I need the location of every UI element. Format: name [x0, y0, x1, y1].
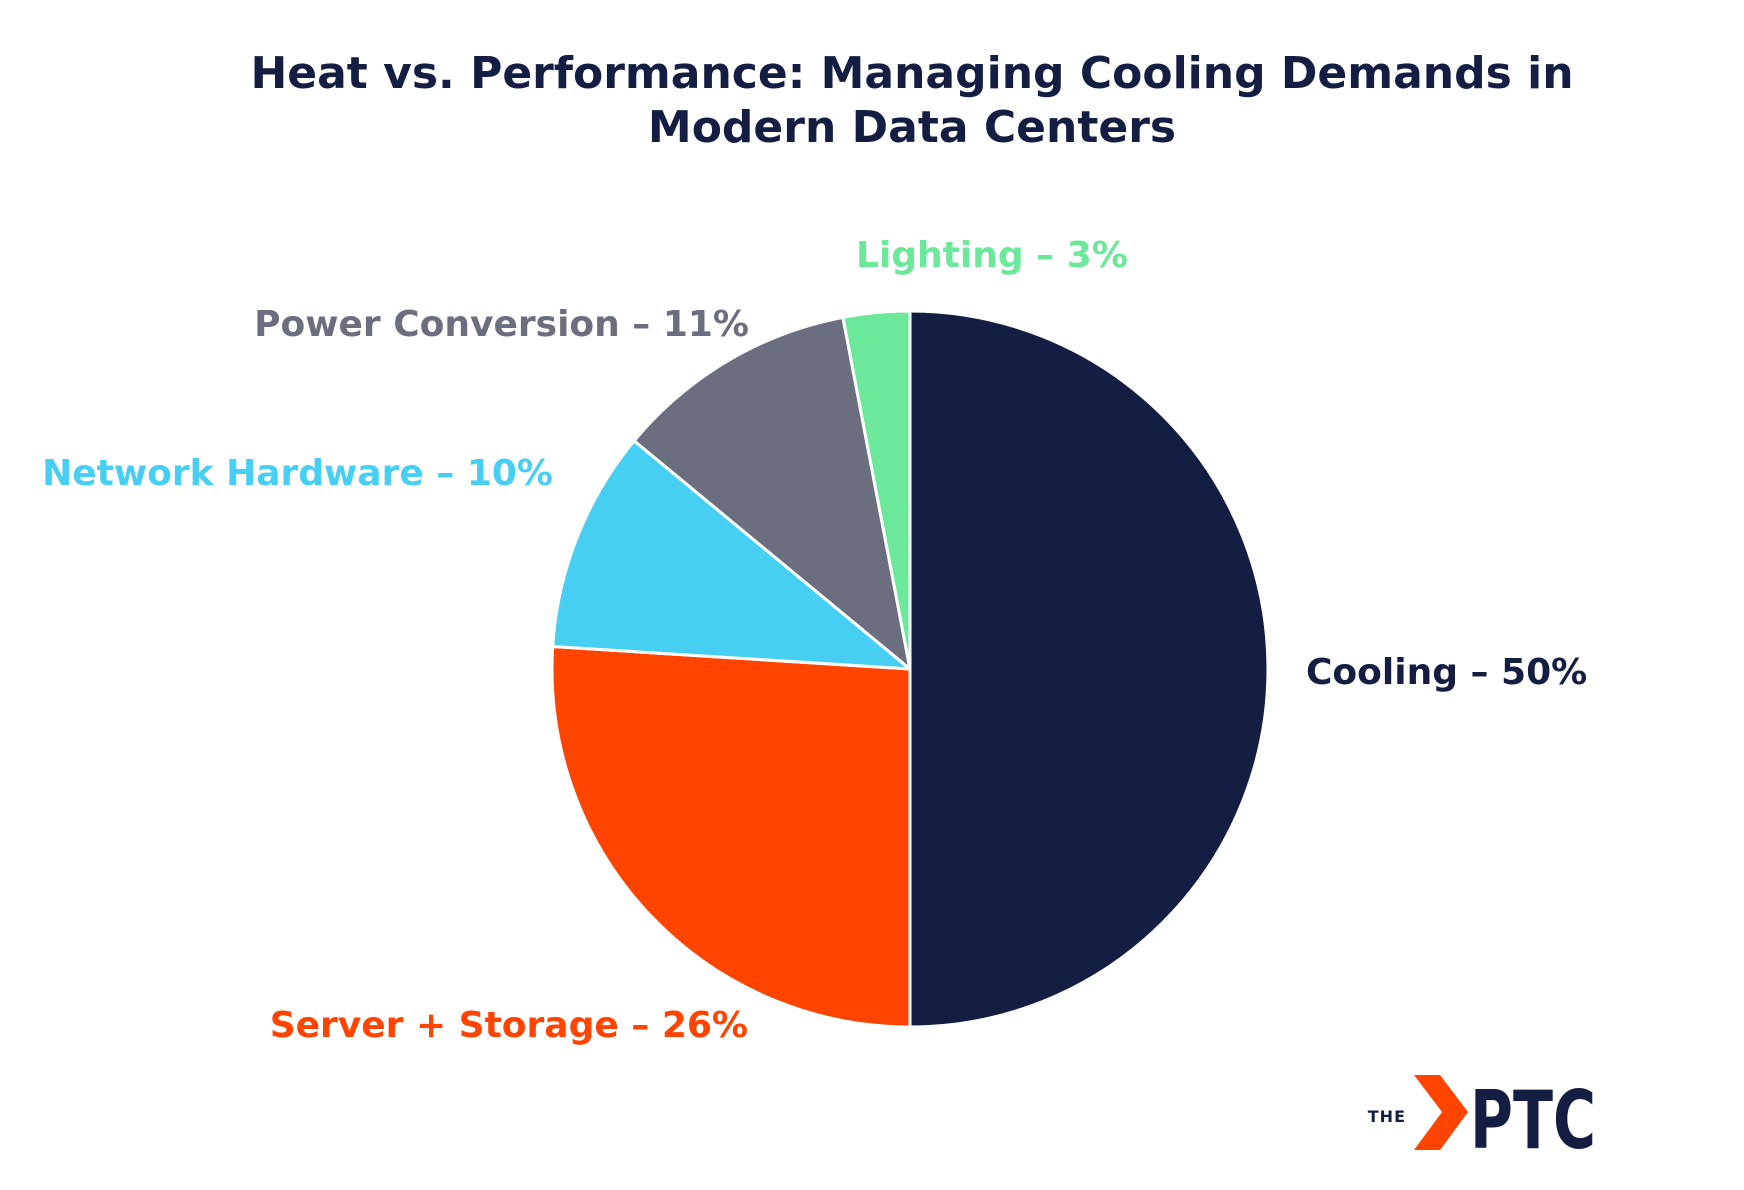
pie-slice-cooling	[908, 309, 1270, 1029]
pie-slices	[550, 309, 1270, 1029]
pie-label-power-conversion: Power Conversion – 11%	[254, 304, 749, 345]
pie-label-cooling: Cooling – 50%	[1306, 652, 1587, 693]
ptc-logo: THE PTC	[1368, 1074, 1596, 1167]
pie-slice-power-conversion	[632, 315, 912, 671]
logo-prefix: THE	[1368, 1107, 1406, 1126]
pie-slice-network-hardware	[551, 439, 912, 671]
pie-slice-lighting	[841, 309, 912, 671]
pie-slice-server-storage	[550, 645, 912, 1029]
chart-title-line-2: Modern Data Centers	[648, 102, 1176, 153]
chart-title-line-1: Heat vs. Performance: Managing Cooling D…	[250, 48, 1573, 99]
chart-title: Heat vs. Performance: Managing Cooling D…	[250, 48, 1573, 153]
logo-chevron-icon	[1414, 1075, 1468, 1150]
pie-labels: Cooling – 50% Server + Storage – 26% Netwo…	[42, 235, 1587, 1046]
pie-label-server-storage: Server + Storage – 26%	[270, 1005, 748, 1046]
logo-name: PTC	[1470, 1074, 1596, 1167]
pie-label-network-hardware: Network Hardware – 10%	[42, 453, 553, 494]
pie-label-lighting: Lighting – 3%	[856, 235, 1128, 276]
